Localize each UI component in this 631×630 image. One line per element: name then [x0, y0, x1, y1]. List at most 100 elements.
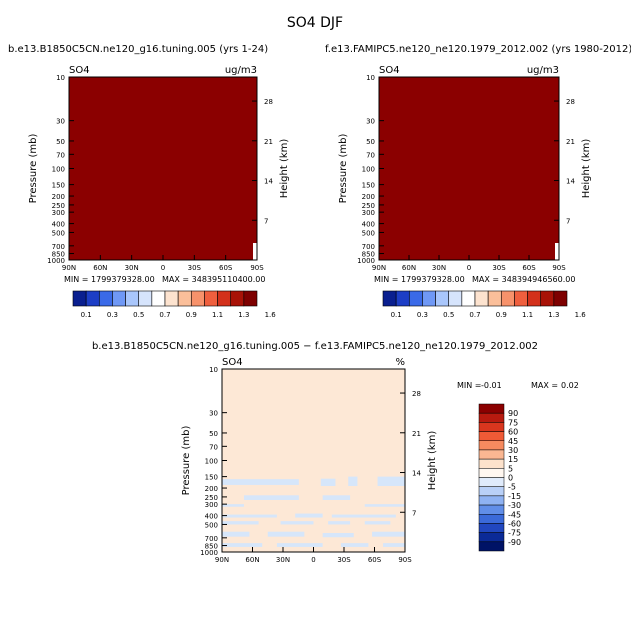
- y-axis-title: Pressure (mb): [338, 134, 349, 204]
- y-tick-label: 500: [362, 229, 375, 237]
- y-tick-label: 200: [362, 193, 375, 201]
- colorbar-box: [243, 290, 258, 307]
- variable-label: SO4: [379, 65, 400, 76]
- colorbar-box: [478, 477, 505, 487]
- colorbar-box: [85, 290, 100, 307]
- y-axis-title-right: Height (km): [581, 139, 592, 199]
- y-tick-label: 700: [205, 535, 218, 543]
- negative-contour: [348, 476, 358, 487]
- colorbar-label: 45: [508, 437, 518, 446]
- max-label: MAX = 348394946560.00: [472, 275, 575, 284]
- y-tick-label: 400: [362, 221, 375, 229]
- colorbar-label: -45: [508, 510, 521, 519]
- colorbar-box: [478, 495, 505, 506]
- negative-contour: [383, 543, 405, 547]
- y-tick-label: 10: [209, 366, 218, 374]
- colorbar-box: [478, 523, 505, 533]
- colorbar-box: [478, 514, 505, 524]
- colorbar-box: [408, 290, 423, 307]
- colorbar-box: [138, 290, 153, 307]
- colorbar-box: [151, 290, 166, 307]
- negative-contour: [372, 531, 405, 537]
- negative-contour: [222, 531, 250, 537]
- colorbar-box: [478, 486, 505, 497]
- x-tick-label: 30N: [276, 556, 290, 564]
- y-tick-label: 1000: [357, 257, 375, 265]
- colorbar-box: [435, 290, 450, 307]
- colorbar-label: 0.5: [443, 311, 454, 319]
- y-tick-label: 400: [205, 513, 218, 521]
- colorbar-box: [422, 290, 436, 307]
- colorbar-box: [177, 290, 192, 307]
- colorbar-label: 0.9: [496, 311, 507, 319]
- negative-contour: [331, 514, 396, 518]
- negative-contour: [280, 521, 314, 525]
- colorbar-label: 0: [508, 474, 513, 483]
- x-tick-label: 60S: [368, 556, 382, 564]
- negative-contour: [222, 521, 259, 525]
- colorbar-label: -5: [508, 483, 516, 492]
- colorbar-label: 5: [508, 464, 513, 473]
- colorbar-box: [190, 290, 205, 307]
- x-tick-label: 60S: [219, 264, 233, 272]
- y-tick-label: 300: [205, 501, 218, 509]
- negative-contour: [322, 533, 354, 538]
- colorbar-box: [382, 290, 397, 307]
- colorbar-label: -75: [508, 529, 521, 538]
- y-tick-label: 30: [56, 118, 65, 126]
- y-axis-title: Pressure (mb): [28, 134, 39, 204]
- y-tick-label: 70: [56, 151, 65, 159]
- colorbar-label: 0.5: [133, 311, 144, 319]
- colorbar-box: [204, 290, 218, 307]
- variable-label: SO4: [222, 357, 243, 368]
- negative-contour: [222, 479, 299, 485]
- min-value: -0.01: [481, 381, 502, 390]
- negative-contour: [377, 476, 405, 487]
- y-tick-label: 500: [52, 229, 65, 237]
- colorbar-box: [230, 290, 245, 307]
- x-tick-label: 60S: [522, 264, 536, 272]
- colorbar-label: 1.1: [522, 311, 533, 319]
- colorbar-box: [478, 412, 505, 423]
- height-tick-label: 21: [566, 138, 575, 146]
- colorbar-box: [478, 532, 505, 543]
- y-axis-title-right: Height (km): [279, 139, 290, 199]
- height-tick-label: 28: [566, 98, 575, 106]
- negative-contour: [276, 543, 323, 547]
- colorbar-box: [478, 468, 505, 478]
- y-tick-label: 150: [52, 182, 65, 190]
- y-tick-label: 850: [362, 251, 375, 259]
- negative-contour: [267, 531, 305, 537]
- y-tick-label: 850: [52, 251, 65, 259]
- colorbar-box: [112, 290, 126, 307]
- colorbar-box: [478, 449, 505, 460]
- y-tick-label: 850: [205, 543, 218, 551]
- colorbar-box: [540, 290, 555, 307]
- colorbar-box: [164, 290, 179, 307]
- colorbar-box: [527, 290, 542, 307]
- y-tick-label: 250: [205, 494, 218, 502]
- height-tick-label: 28: [264, 98, 273, 106]
- y-tick-label: 10: [366, 74, 375, 82]
- colorbar-label: 0.1: [391, 311, 402, 319]
- colorbar-label: -60: [508, 519, 521, 528]
- panel-1: f.e13.FAMIPC5.ne120_ne120.1979_2012.002 …: [325, 44, 631, 319]
- panel-0: b.e13.B1850C5CN.ne120_g16.tuning.005 (yr…: [8, 44, 290, 319]
- colorbar-label: 60: [508, 428, 518, 437]
- y-tick-label: 250: [362, 202, 375, 210]
- negative-contour: [364, 521, 391, 525]
- colorbar-box: [553, 290, 568, 307]
- y-tick-label: 30: [209, 410, 218, 418]
- x-tick-label: 0: [467, 264, 471, 272]
- x-tick-label: 90N: [62, 264, 76, 272]
- y-tick-label: 300: [362, 209, 375, 217]
- units-label: ug/m3: [527, 65, 559, 76]
- units-label: ug/m3: [225, 65, 257, 76]
- negative-contour: [364, 504, 405, 507]
- x-tick-label: 60N: [402, 264, 416, 272]
- colorbar-box: [478, 431, 505, 441]
- x-tick-label: 60N: [93, 264, 107, 272]
- colorbar-label: 1.3: [548, 311, 559, 319]
- colorbar-box: [474, 290, 489, 307]
- x-tick-label: 90N: [372, 264, 386, 272]
